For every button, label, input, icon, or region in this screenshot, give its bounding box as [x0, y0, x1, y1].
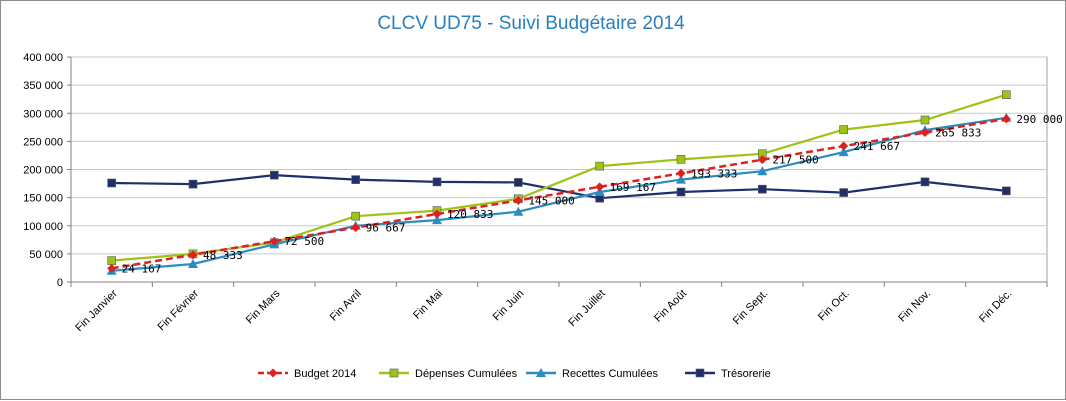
x-tick-label: Fin Sept. [731, 288, 771, 328]
legend-label: Dépenses Cumulées [415, 368, 518, 380]
legend-marker [536, 368, 546, 377]
data-point [1002, 186, 1011, 196]
data-point [270, 170, 279, 180]
data-point [351, 175, 360, 184]
y-tick-label: 150 000 [23, 193, 63, 205]
x-tick-label: Fin Janvier [73, 287, 120, 334]
data-label: 48 333 [203, 249, 243, 262]
legend-label: Budget 2014 [294, 368, 356, 380]
data-point [757, 166, 768, 176]
data-point [513, 206, 524, 216]
data-label: 193 333 [691, 167, 737, 180]
data-point [839, 188, 848, 197]
x-tick-label: Fin Nov. [896, 288, 933, 325]
data-label: 96 667 [366, 222, 406, 235]
data-point [594, 187, 605, 196]
data-label: 217 500 [772, 154, 818, 167]
y-tick-label: 250 000 [23, 136, 63, 148]
data-point [920, 127, 930, 137]
chart-title: CLCV UD75 - Suivi Budgétaire 2014 [377, 13, 685, 34]
y-tick-label: 50 000 [29, 249, 63, 261]
data-point [188, 250, 198, 260]
y-tick-label: 0 [57, 277, 63, 289]
data-point [676, 174, 686, 184]
data-point [758, 184, 767, 194]
legend-marker [268, 368, 278, 378]
data-point [595, 182, 605, 192]
legend-label: Trésorerie [721, 368, 771, 380]
x-tick-label: Fin Oct. [816, 288, 852, 324]
data-point [432, 215, 442, 225]
data-label: 120 833 [447, 208, 493, 221]
x-tick-label: Fin Mars [244, 287, 283, 326]
data-point [351, 211, 360, 221]
y-tick-label: 400 000 [23, 52, 63, 64]
data-label: 265 833 [935, 126, 981, 139]
series-line-3 [111, 173, 1007, 200]
data-point [676, 168, 686, 178]
data-point [107, 256, 116, 265]
y-tick-label: 100 000 [23, 221, 63, 233]
x-tick-label: Fin Juin [491, 288, 527, 324]
x-tick-label: Fin Juillet [566, 288, 607, 329]
data-label: 290 000 [1016, 113, 1062, 126]
data-point [595, 161, 604, 171]
data-point [188, 259, 198, 268]
x-tick-label: Fin Août [652, 288, 689, 325]
series-line-0 [111, 117, 1007, 270]
data-point [1002, 90, 1011, 99]
data-point [432, 209, 442, 219]
legend-marker [389, 368, 399, 378]
data-point [920, 177, 930, 187]
data-label: 72 500 [284, 235, 324, 248]
data-point [269, 236, 279, 246]
data-point [107, 263, 117, 273]
y-tick-label: 300 000 [23, 108, 63, 120]
data-point [1001, 114, 1011, 124]
data-point [920, 115, 930, 125]
data-label: 24 167 [122, 262, 162, 275]
series-line-2 [111, 116, 1007, 272]
data-point [188, 179, 198, 189]
data-point [757, 155, 767, 165]
data-label: 169 167 [610, 181, 656, 194]
data-point [514, 178, 523, 187]
x-tick-label: Fin Avril [328, 288, 364, 324]
data-point [676, 187, 686, 197]
data-point [839, 141, 849, 151]
data-point [351, 223, 361, 233]
data-label: 145 000 [528, 194, 574, 207]
series-line-1 [111, 93, 1007, 262]
x-tick-label: Fin Mai [411, 288, 445, 322]
x-tick-label: Fin Février [155, 287, 201, 333]
legend-marker [695, 368, 705, 378]
x-tick-label: Fin Déc. [977, 288, 1014, 325]
data-point [839, 125, 848, 134]
y-tick-label: 350 000 [23, 80, 63, 92]
data-point [513, 195, 523, 205]
legend-label: Recettes Cumulées [562, 368, 658, 380]
data-point [107, 178, 116, 188]
data-label: 241 667 [854, 140, 900, 153]
y-tick-label: 200 000 [23, 165, 63, 177]
data-point [676, 155, 686, 164]
data-point [432, 177, 442, 187]
data-point [838, 147, 849, 157]
